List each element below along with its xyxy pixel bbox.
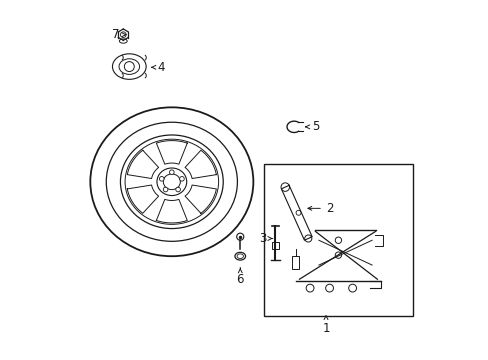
- Bar: [271, 242, 278, 249]
- Circle shape: [169, 170, 174, 175]
- Circle shape: [295, 210, 301, 215]
- Text: 6: 6: [236, 268, 244, 287]
- Circle shape: [335, 237, 341, 243]
- Text: 7: 7: [112, 28, 125, 41]
- Circle shape: [175, 187, 180, 192]
- Circle shape: [179, 176, 184, 181]
- Text: 3: 3: [259, 232, 272, 245]
- Circle shape: [159, 176, 163, 181]
- Circle shape: [163, 187, 167, 192]
- Bar: [292, 256, 299, 269]
- Text: 2: 2: [307, 202, 333, 215]
- Text: 5: 5: [305, 120, 319, 133]
- Text: 4: 4: [151, 61, 164, 74]
- Circle shape: [335, 252, 341, 258]
- Bar: [264, 164, 412, 316]
- Text: 1: 1: [322, 316, 329, 336]
